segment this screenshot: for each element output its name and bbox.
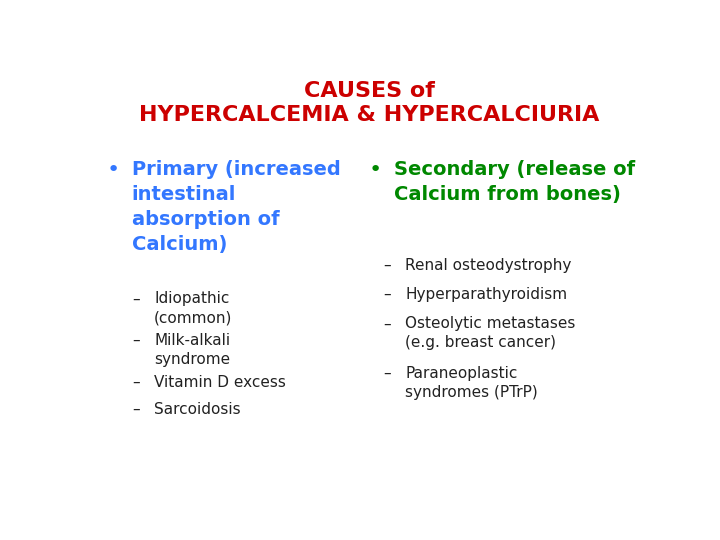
Text: CAUSES of
HYPERCALCEMIA & HYPERCALCIURIA: CAUSES of HYPERCALCEMIA & HYPERCALCIURIA [139,82,599,125]
Text: Renal osteodystrophy: Renal osteodystrophy [405,258,572,273]
Text: –: – [132,333,140,348]
Text: Paraneoplastic
syndromes (PTrP): Paraneoplastic syndromes (PTrP) [405,366,538,400]
Text: –: – [383,366,390,381]
Text: –: – [132,402,140,416]
Text: Vitamin D excess: Vitamin D excess [154,375,286,389]
Text: Secondary (release of
Calcium from bones): Secondary (release of Calcium from bones… [394,160,635,205]
Text: Sarcoidosis: Sarcoidosis [154,402,240,416]
Text: –: – [132,292,140,306]
Text: –: – [132,375,140,389]
Text: •: • [107,160,120,180]
Text: Osteolytic metastases
(e.g. breast cancer): Osteolytic metastases (e.g. breast cance… [405,316,576,350]
Text: –: – [383,258,390,273]
Text: Hyperparathyroidism: Hyperparathyroidism [405,287,567,302]
Text: –: – [383,287,390,302]
Text: Idiopathic
(common): Idiopathic (common) [154,292,233,325]
Text: –: – [383,316,390,332]
Text: Milk-alkali
syndrome: Milk-alkali syndrome [154,333,230,367]
Text: Primary (increased
intestinal
absorption of
Calcium): Primary (increased intestinal absorption… [132,160,341,254]
Text: •: • [369,160,382,180]
